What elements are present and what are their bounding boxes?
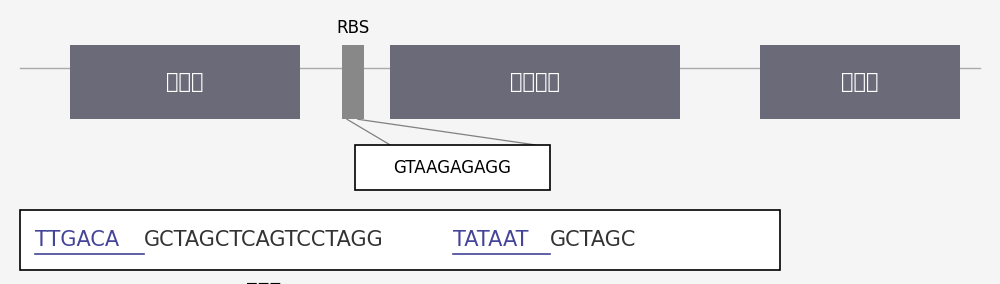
Bar <box>355 145 550 190</box>
Bar <box>760 45 960 119</box>
Text: GCTAGCTCAGTCCTAGG: GCTAGCTCAGTCCTAGG <box>144 230 383 250</box>
Text: GCTAGC: GCTAGC <box>550 230 637 250</box>
Text: RBS: RBS <box>336 19 370 37</box>
Bar <box>342 45 364 119</box>
Text: 同源臂: 同源臂 <box>841 72 879 92</box>
Text: 插入基因: 插入基因 <box>510 72 560 92</box>
Text: 同源臂: 同源臂 <box>166 72 204 92</box>
Text: TTGACA: TTGACA <box>35 230 119 250</box>
Bar <box>390 45 680 119</box>
Text: 启动子: 启动子 <box>246 281 281 284</box>
Text: GTAAGAGAGG: GTAAGAGAGG <box>394 158 512 177</box>
Bar <box>20 210 780 270</box>
Text: TATAAT: TATAAT <box>453 230 528 250</box>
Bar <box>70 45 300 119</box>
